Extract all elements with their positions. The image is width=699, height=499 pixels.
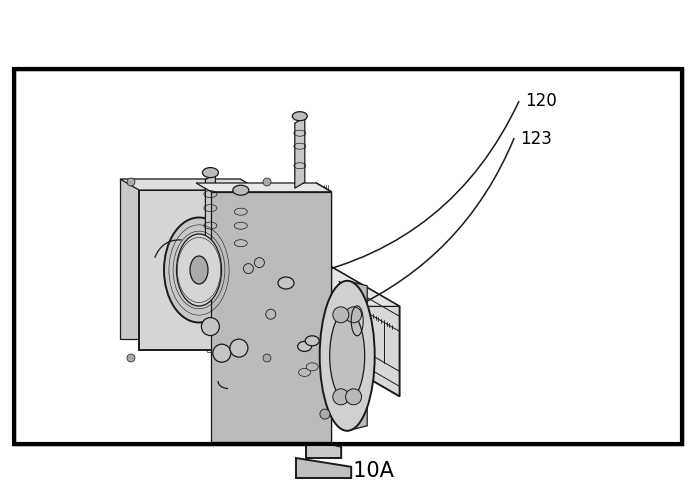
Circle shape <box>263 178 271 186</box>
Polygon shape <box>295 117 305 188</box>
Polygon shape <box>296 458 351 478</box>
Circle shape <box>254 257 264 267</box>
Polygon shape <box>211 267 400 306</box>
Text: 123: 123 <box>520 130 552 148</box>
Polygon shape <box>139 240 321 310</box>
Circle shape <box>201 317 219 336</box>
Polygon shape <box>196 183 331 192</box>
Ellipse shape <box>190 256 208 284</box>
Text: Фиг.10А: Фиг.10А <box>305 461 395 481</box>
Polygon shape <box>316 183 331 442</box>
Circle shape <box>212 344 231 362</box>
Polygon shape <box>236 191 246 267</box>
Polygon shape <box>199 262 313 344</box>
Ellipse shape <box>292 112 308 121</box>
Ellipse shape <box>298 341 312 351</box>
Ellipse shape <box>298 368 310 376</box>
Polygon shape <box>120 179 240 339</box>
Polygon shape <box>120 179 259 190</box>
Polygon shape <box>139 190 259 350</box>
Ellipse shape <box>164 218 234 322</box>
Polygon shape <box>331 267 400 396</box>
Polygon shape <box>306 438 341 458</box>
Circle shape <box>320 409 330 419</box>
Polygon shape <box>347 281 367 431</box>
Circle shape <box>243 263 254 273</box>
Circle shape <box>345 307 361 323</box>
Circle shape <box>127 354 135 362</box>
Ellipse shape <box>233 185 249 195</box>
Circle shape <box>127 178 135 186</box>
Polygon shape <box>14 69 682 444</box>
Ellipse shape <box>177 234 222 306</box>
Circle shape <box>266 309 276 319</box>
Circle shape <box>333 307 349 323</box>
Circle shape <box>333 389 349 405</box>
Bar <box>14 69 682 444</box>
Polygon shape <box>206 174 215 250</box>
Circle shape <box>230 339 248 357</box>
Ellipse shape <box>278 277 294 289</box>
Polygon shape <box>211 192 331 442</box>
Ellipse shape <box>319 281 375 431</box>
Polygon shape <box>305 377 324 413</box>
Polygon shape <box>319 398 350 429</box>
Circle shape <box>263 354 271 362</box>
Ellipse shape <box>330 311 365 401</box>
Ellipse shape <box>305 336 319 346</box>
Ellipse shape <box>203 168 218 178</box>
Ellipse shape <box>306 363 318 371</box>
Polygon shape <box>240 179 259 350</box>
Circle shape <box>345 389 361 405</box>
Polygon shape <box>199 240 321 370</box>
Text: 120: 120 <box>525 92 556 110</box>
